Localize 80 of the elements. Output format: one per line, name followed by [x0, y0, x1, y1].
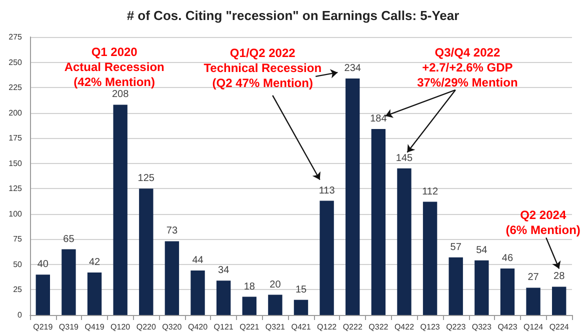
bar: [164, 241, 180, 315]
x-tick-label: Q420: [188, 322, 208, 332]
annotation: Q2 2024 (6% Mention): [506, 208, 580, 238]
x-tick-label: Q319: [58, 322, 80, 332]
bar: [448, 257, 463, 315]
y-tick-label: 0: [18, 310, 23, 320]
bar: [474, 260, 489, 315]
y-tick-label: 150: [8, 158, 23, 168]
x-tick-label: Q419: [84, 322, 105, 332]
x-tick-label: Q124: [523, 322, 544, 332]
bar: [422, 202, 438, 315]
data-label: 113: [318, 185, 336, 196]
x-tick-label: Q120: [110, 322, 131, 332]
data-label: 125: [138, 173, 155, 184]
x-tick-label: Q220: [136, 322, 156, 332]
bar: [139, 188, 154, 315]
y-tick-label: 100: [8, 209, 23, 218]
y-tick-label: 125: [8, 184, 23, 194]
data-label: 28: [554, 271, 566, 282]
bar: [216, 280, 231, 315]
data-label: 18: [244, 281, 256, 292]
x-tick-label: Q323: [472, 322, 492, 332]
y-tick-label: 200: [8, 108, 23, 118]
data-label: 15: [295, 284, 307, 296]
x-tick-label: Q122: [317, 322, 338, 332]
x-tick-label: Q422: [394, 322, 415, 332]
x-tick-label: Q320: [162, 322, 182, 332]
y-tick-label: 225: [8, 83, 23, 92]
bar: [371, 128, 386, 315]
x-tick-label: Q423: [498, 322, 518, 332]
x-tick-label: Q121: [214, 322, 234, 332]
bar: [242, 296, 256, 315]
data-label: 44: [192, 255, 204, 266]
data-label: 20: [270, 279, 282, 290]
x-tick-label: Q219: [33, 322, 54, 332]
annotation: Q1/Q2 2022 Technical Recession (Q2 47% Mention): [204, 46, 322, 90]
x-tick-label: Q123: [420, 322, 440, 332]
bar: [268, 294, 282, 315]
y-tick-label: 75: [13, 234, 23, 244]
data-label: 234: [344, 62, 362, 74]
x-tick-label: Q224: [549, 322, 570, 332]
data-label: 208: [112, 89, 130, 100]
y-tick-label: 25: [13, 285, 23, 294]
bar: [526, 288, 540, 315]
data-label: 57: [450, 242, 462, 253]
x-tick-label: Q421: [291, 322, 312, 332]
bar: [320, 200, 334, 315]
bar: [346, 78, 360, 315]
y-tick-label: 275: [8, 32, 23, 42]
bar: [36, 274, 50, 315]
x-tick-label: Q222: [342, 322, 363, 332]
bar: [294, 300, 308, 315]
data-label: 42: [88, 257, 101, 268]
annotation: Q1 2020 Actual Recession (42% Mention): [64, 45, 164, 90]
data-label: 73: [166, 226, 178, 237]
y-tick-label: 175: [8, 134, 23, 143]
data-label: 27: [528, 272, 540, 284]
data-label: 184: [370, 113, 388, 124]
x-tick-label: Q221: [240, 322, 260, 332]
annotation: Q3/Q4 2022 +2.7/+2.6% GDP 37%/29% Mention: [417, 45, 518, 90]
data-label: 65: [63, 234, 75, 245]
data-label: 112: [422, 186, 438, 198]
bar: [62, 249, 76, 315]
data-label: 54: [476, 244, 488, 256]
bar: [113, 104, 128, 315]
chart-title: # of Cos. Citing "recession" on Earnings Calls: 5-Year: [126, 8, 460, 23]
bar: [552, 286, 566, 315]
data-label: 34: [218, 265, 230, 276]
data-label: 46: [502, 253, 514, 264]
x-tick-label: Q321: [265, 322, 286, 332]
y-tick-label: 250: [8, 58, 23, 67]
bar: [397, 168, 412, 315]
y-tick-label: 50: [13, 260, 23, 269]
x-tick-label: Q322: [368, 322, 389, 332]
data-label: 40: [37, 259, 49, 270]
bar: [500, 268, 515, 315]
data-label: 145: [396, 152, 414, 164]
x-tick-label: Q223: [446, 322, 466, 332]
bar: [87, 272, 102, 315]
bar: [190, 270, 205, 315]
